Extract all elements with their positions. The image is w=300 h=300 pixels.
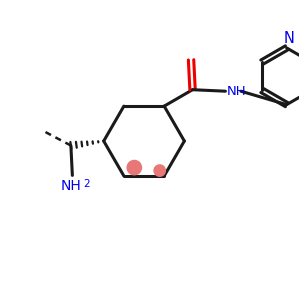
Text: N: N (284, 31, 294, 46)
Text: NH: NH (227, 85, 247, 98)
Text: NH: NH (61, 179, 81, 193)
Circle shape (127, 160, 142, 175)
Circle shape (154, 165, 165, 176)
Text: 2: 2 (83, 179, 89, 189)
